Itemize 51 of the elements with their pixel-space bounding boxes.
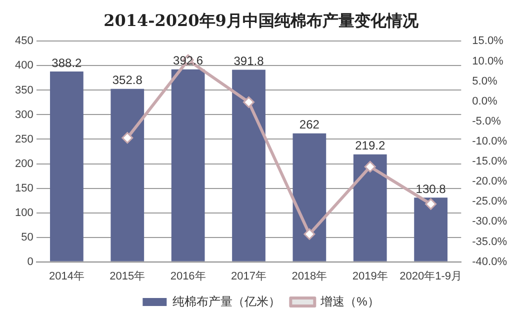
data-label: 219.2 — [355, 138, 386, 153]
legend-label: 纯棉布产量（亿米） — [172, 294, 281, 308]
y-tick-label: 150 — [14, 182, 34, 194]
x-tick-label: 2016年 — [170, 270, 206, 282]
y2-tick-label: -15.0% — [472, 156, 508, 168]
y2-tick-label: -30.0% — [472, 216, 508, 228]
y2-tick-label: -5.0% — [472, 115, 502, 128]
y2-tick-label: -25.0% — [472, 196, 508, 208]
data-label: 392.6 — [173, 54, 204, 68]
legend-label: 增速（%） — [320, 294, 380, 308]
point — [425, 198, 437, 210]
y-tick-label: 100 — [14, 206, 34, 219]
y-tick-label: 300 — [14, 108, 34, 121]
y2-tick-label: 15.0% — [472, 35, 504, 48]
bar — [171, 69, 205, 262]
x-tick-label: 2017年 — [231, 270, 266, 282]
point — [122, 132, 134, 144]
point — [364, 160, 376, 172]
bar — [414, 198, 448, 262]
y2-tick-label: -35.0% — [472, 236, 508, 248]
y-tick-label: 400 — [14, 60, 34, 72]
y2-tick-label: -20.0% — [472, 176, 508, 188]
y-tick-label: 50 — [21, 231, 34, 244]
y2-tick-label: -40.0% — [472, 256, 508, 268]
bar — [353, 154, 387, 262]
x-tick-label: 2015年 — [110, 270, 146, 282]
data-label: 391.8 — [234, 54, 264, 68]
y-tick-label: 450 — [14, 35, 34, 48]
y2-tick-label: -10.0% — [472, 136, 508, 148]
y-tick-label: 0 — [27, 256, 34, 268]
bar — [292, 133, 326, 262]
x-tick-label: 2014年 — [48, 270, 84, 282]
bar — [110, 88, 144, 262]
x-tick-label: 2019年 — [352, 270, 388, 282]
y-tick-label: 250 — [14, 133, 34, 146]
y-tick-label: 350 — [14, 84, 34, 96]
chart-title: 2014-2020年9月中国纯棉布产量变化情况 — [104, 10, 420, 30]
y2-tick-label: 10.0% — [472, 55, 504, 68]
x-tick-label: 2018年 — [292, 270, 328, 282]
x-tick-label: 2020年1-9月 — [400, 270, 462, 282]
point — [304, 228, 316, 240]
bar — [50, 71, 84, 262]
y2-tick-label: 5.0% — [472, 75, 498, 88]
bar — [232, 70, 266, 262]
y-tick-label: 200 — [14, 158, 34, 170]
data-label: 262 — [299, 118, 320, 132]
data-label: 388.2 — [52, 56, 82, 70]
data-label: 130.8 — [416, 182, 446, 196]
point — [243, 96, 254, 108]
y2-tick-label: 0.0% — [472, 95, 498, 108]
data-label: 352.8 — [112, 73, 143, 88]
